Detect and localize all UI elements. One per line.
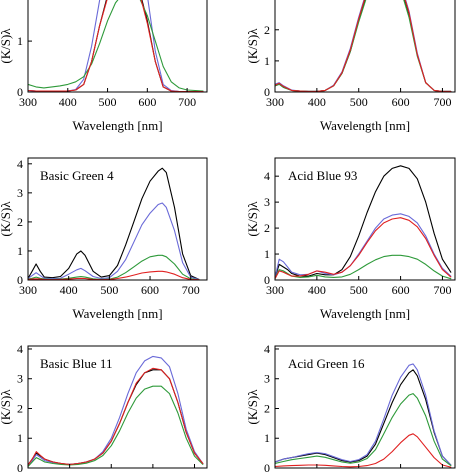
y-tick-label: 1 [264, 247, 270, 261]
x-tick-label: 700 [182, 283, 200, 297]
y-tick-label: 2 [264, 23, 270, 37]
y-tick-label: 4 [17, 342, 23, 356]
x-tick-label: 600 [141, 283, 159, 297]
x-tick-label: 500 [100, 283, 118, 297]
panel-title: Acid Blue 93 [288, 168, 357, 183]
y-axis-title: (K/S)λ [245, 389, 260, 425]
y-tick-label: 1 [264, 431, 270, 445]
chart-panel-5: 0 1 2 3 4 (K/S)λ Basic Blue 11 [0, 342, 208, 474]
x-tick-label: 700 [433, 283, 451, 297]
series-line-1 [275, 165, 452, 278]
y-tick-label: 1 [17, 34, 23, 48]
y-tick-label: 1 [17, 244, 23, 258]
series-line-2 [28, 355, 204, 466]
series-group [28, 0, 204, 92]
series-line-3 [28, 254, 200, 280]
y-tick-label: 2 [17, 215, 23, 229]
series-line-4 [275, 217, 452, 280]
x-tick-label: 400 [60, 283, 78, 297]
series-group [28, 167, 200, 280]
plot-frame [27, 157, 208, 281]
y-axis-title: (K/S)λ [0, 201, 13, 237]
x-tick-label: 400 [308, 95, 326, 109]
series-line-4 [275, 0, 452, 92]
series-line-2 [275, 363, 452, 466]
x-tick-label: 300 [19, 95, 37, 109]
x-tick-label: 500 [350, 95, 368, 109]
y-axis-title: (K/S)λ [0, 28, 13, 64]
series-group [275, 0, 452, 92]
x-tick-label: 700 [178, 95, 196, 109]
series-line-3 [28, 385, 204, 468]
y-tick-label: 4 [17, 157, 23, 171]
series-group [275, 165, 452, 280]
series-line-2 [28, 0, 204, 92]
y-tick-label: 0 [264, 461, 270, 474]
y-tick-label: 3 [264, 372, 270, 386]
series-line-1 [275, 369, 452, 466]
x-axis-title: Wavelength [nm] [72, 306, 162, 321]
y-tick-label: 2 [264, 221, 270, 235]
plot-frame [274, 345, 456, 469]
y-tick-label: 3 [17, 186, 23, 200]
x-tick-label: 500 [99, 95, 117, 109]
y-tick-label: 3 [17, 372, 23, 386]
panel-title: Basic Blue 11 [40, 356, 112, 371]
x-tick-label: 300 [266, 95, 284, 109]
x-tick-label: 500 [350, 283, 368, 297]
y-axis-title: (K/S)λ [245, 201, 260, 237]
plot-frame [27, 0, 208, 93]
x-axis-title: Wavelength [nm] [320, 306, 410, 321]
plot-frame [274, 157, 456, 281]
series-line-3 [28, 0, 204, 92]
chart-panel-2: 300 400 500 600 700 0 1 2 Wavelength [nm] (K/S)λ [245, 0, 456, 133]
series-line-3 [275, 393, 452, 467]
series-group [275, 363, 452, 468]
x-tick-label: 300 [19, 283, 37, 297]
y-tick-label: 2 [264, 401, 270, 415]
series-line-1 [28, 369, 204, 466]
chart-panel-3: 300 400 500 600 700 0 1 2 3 4 Wavelength [nm] (K/S)… [0, 157, 208, 321]
y-tick-label: 1 [264, 54, 270, 68]
y-tick-label: 0 [264, 273, 270, 287]
y-tick-label: 4 [264, 169, 270, 183]
series-line-1 [28, 0, 204, 92]
y-tick-label: 3 [264, 195, 270, 209]
x-tick-label: 600 [392, 283, 410, 297]
x-tick-label: 400 [59, 95, 77, 109]
series-line-4 [275, 433, 452, 468]
y-tick-label: 0 [264, 85, 270, 99]
x-tick-label: 600 [392, 95, 410, 109]
plot-frame [274, 0, 456, 93]
y-axis-title: (K/S)λ [245, 28, 260, 64]
y-tick-label: 0 [17, 273, 23, 287]
series-line-1 [28, 167, 200, 280]
chart-panel-1: 300 400 500 600 700 0 1 Wavelength [nm] (K/S)λ [0, 0, 208, 133]
panel-title: Basic Green 4 [40, 168, 114, 183]
y-tick-label: 0 [17, 85, 23, 99]
y-tick-label: 1 [17, 431, 23, 445]
panel-title: Acid Green 16 [288, 356, 365, 371]
y-tick-label: 4 [264, 342, 270, 356]
chart-panel-4: 300 400 500 600 700 0 1 2 3 4 Wavelength [nm] (K/S)… [245, 157, 456, 321]
x-tick-label: 400 [308, 283, 326, 297]
plot-frame [27, 345, 208, 469]
x-tick-label: 600 [138, 95, 156, 109]
x-axis-title: Wavelength [nm] [72, 118, 162, 133]
x-axis-title: Wavelength [nm] [320, 118, 410, 133]
series-line-4 [28, 367, 204, 466]
chart-panel-6: 0 1 2 3 4 (K/S)λ Acid Green 16 [245, 342, 456, 474]
x-tick-label: 700 [433, 95, 451, 109]
series-line-2 [28, 202, 200, 280]
series-line-4 [28, 0, 204, 92]
y-tick-label: 2 [17, 401, 23, 415]
series-group [28, 355, 204, 468]
y-tick-label: 0 [17, 461, 23, 474]
x-tick-label: 300 [266, 283, 284, 297]
y-axis-title: (K/S)λ [0, 389, 13, 425]
